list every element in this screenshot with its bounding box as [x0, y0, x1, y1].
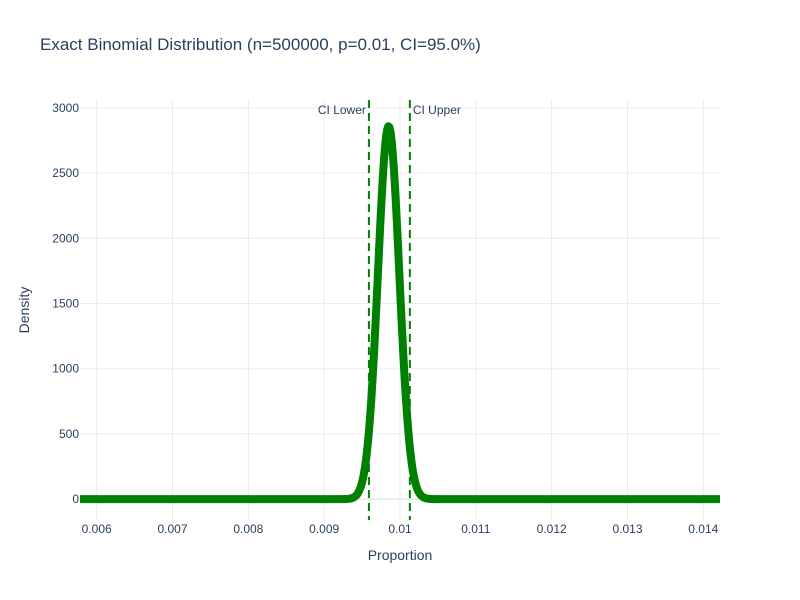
y-tick-label: 1500	[52, 296, 79, 310]
x-tick-label: 0.014	[688, 522, 718, 536]
chart-title: Exact Binomial Distribution (n=500000, p…	[40, 35, 481, 54]
y-tick-label: 500	[59, 427, 79, 441]
ci-lines-layer: CI Lower CI Upper	[318, 100, 461, 520]
x-tick-label: 0.008	[233, 522, 263, 536]
x-tick-label: 0.012	[537, 522, 567, 536]
ci-lower-label: CI Lower	[318, 103, 366, 117]
y-axis-title: Density	[16, 287, 32, 334]
x-tick-label: 0.011	[461, 522, 490, 536]
y-tick-label: 3000	[52, 101, 79, 115]
y-tick-label: 2500	[52, 166, 79, 180]
density-curve	[77, 122, 723, 504]
ci-upper-label: CI Upper	[413, 103, 461, 117]
x-tick-label: 0.009	[309, 522, 339, 536]
y-tick-label: 0	[72, 492, 79, 506]
x-axis-title: Proportion	[368, 547, 433, 563]
x-tick-label: 0.006	[82, 522, 112, 536]
y-tick-label: 2000	[52, 231, 79, 245]
y-tick-label: 1000	[52, 362, 79, 376]
x-tick-label: 0.013	[612, 522, 642, 536]
x-tick-label: 0.01	[388, 522, 412, 536]
x-tick-label: 0.007	[157, 522, 187, 536]
tick-labels-layer: 0.006 0.007 0.008 0.009 0.01 0.011 0.012 0.013 0…	[52, 101, 718, 536]
data-layer	[77, 122, 723, 504]
